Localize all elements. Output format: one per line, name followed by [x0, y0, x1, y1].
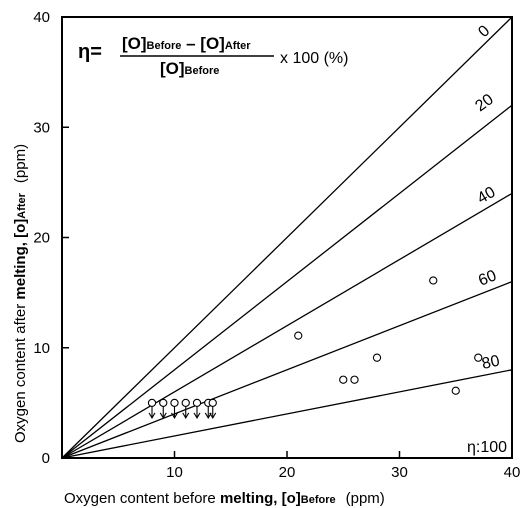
data-point	[339, 375, 348, 384]
upper-bound-arrow-head	[171, 412, 178, 419]
reference-line-eta-40	[61, 192, 513, 459]
upper-bound-arrow-head	[193, 412, 201, 419]
y-axis-title: Oxygen content after melting, [o]After(p…	[12, 144, 29, 443]
x-tick-label: 20	[279, 464, 296, 481]
upper-bound-arrow-head	[148, 412, 156, 419]
reference-line-label: 60	[476, 267, 499, 289]
reference-line-label: 40	[475, 184, 499, 208]
y-tick-label: 0	[42, 450, 50, 467]
reference-line-label: 20	[472, 91, 496, 115]
upper-bound-point	[181, 398, 190, 408]
upper-bound-point	[208, 398, 217, 408]
y-tick-label: 20	[33, 230, 50, 247]
data-point	[429, 276, 438, 285]
data-point	[474, 353, 483, 362]
formula-numerator: [O]Before – [O]After	[122, 34, 251, 53]
reference-line-label: η:100	[467, 439, 507, 456]
x-tick-label: 30	[391, 464, 408, 481]
upper-bound-point	[192, 398, 202, 408]
reference-line-eta-20	[61, 104, 513, 459]
reference-line-eta-0	[61, 16, 513, 459]
reference-line-eta-80	[61, 369, 513, 459]
reference-line-eta-60	[61, 280, 513, 459]
data-point	[294, 331, 303, 340]
axis-ticks: 10 20 30 40 0 10 20 30 40	[33, 9, 520, 481]
reference-line-label: 80	[480, 353, 501, 373]
data-point	[350, 375, 359, 384]
y-tick-label: 10	[33, 340, 50, 357]
x-tick-label: 40	[504, 464, 521, 481]
upper-bound-arrow-head	[209, 412, 217, 419]
data-points	[147, 276, 483, 419]
y-tick-label: 30	[33, 119, 50, 136]
y-tick-label: 40	[33, 9, 50, 26]
upper-bound-arrow-head	[182, 412, 190, 419]
formula-rhs: x 100 (%)	[280, 50, 348, 67]
data-point	[451, 386, 460, 395]
upper-bound-point	[147, 398, 157, 408]
formula-denominator: [O]Before	[160, 59, 219, 78]
upper-bound-arrow-head	[159, 412, 167, 419]
x-axis-title: Oxygen content before melting, [o]Before…	[64, 490, 385, 507]
x-tick-label: 10	[166, 464, 183, 481]
formula-lhs: η=	[78, 41, 102, 63]
efficiency-formula: η= [O]Before – [O]After [O]Before x 100 …	[78, 34, 348, 78]
upper-bound-point	[159, 398, 168, 408]
data-point	[372, 353, 382, 362]
upper-bound-point	[170, 398, 179, 408]
